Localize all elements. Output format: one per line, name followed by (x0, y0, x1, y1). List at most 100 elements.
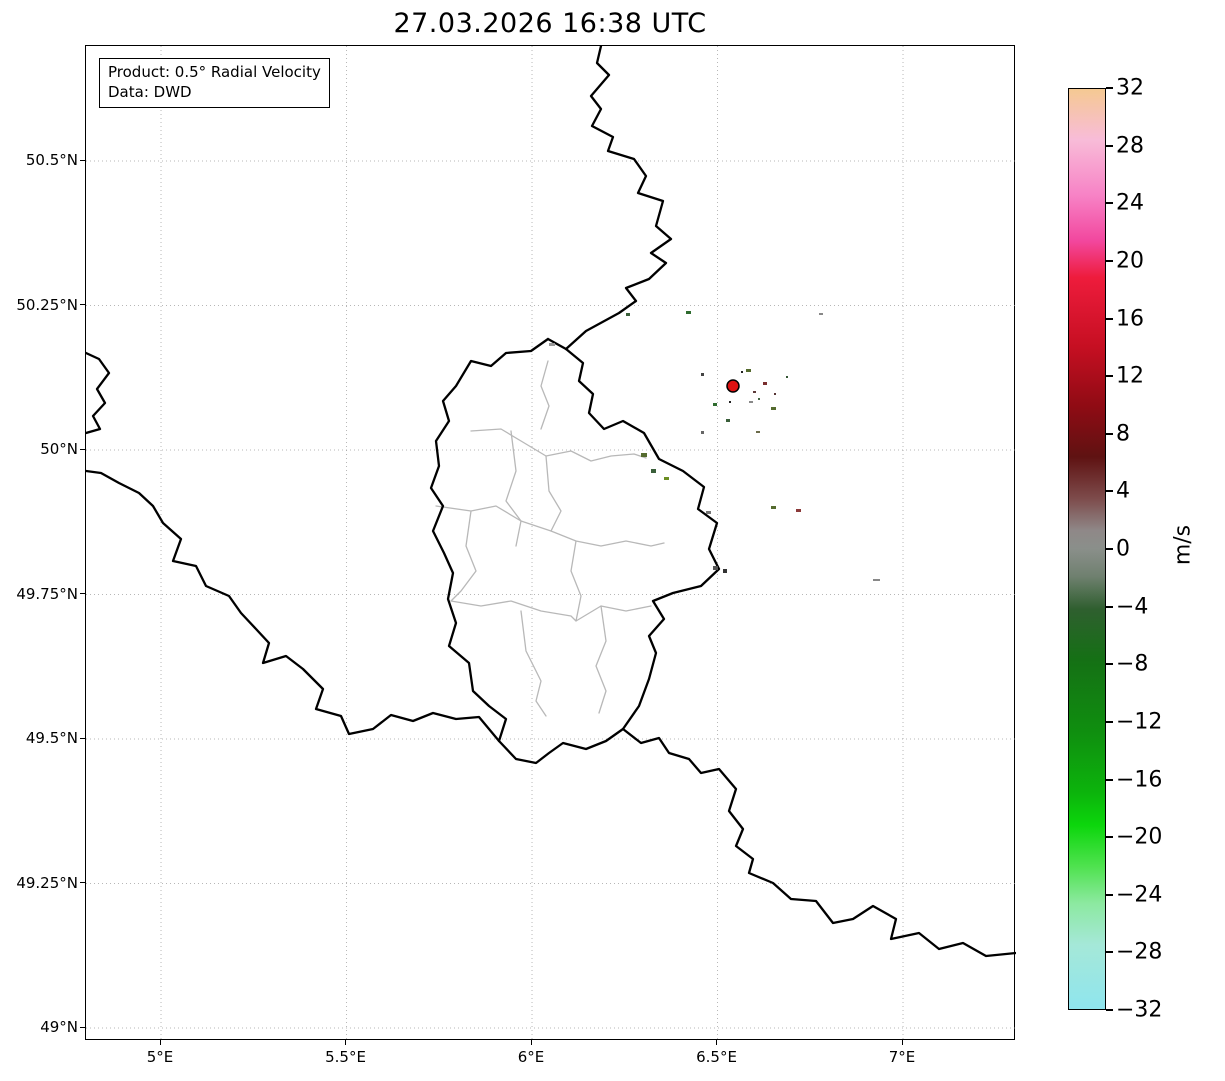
colorbar-tick-mark (1106, 893, 1113, 896)
y-tick-label: 49°N (40, 1018, 78, 1037)
x-tick-mark (716, 1040, 718, 1045)
velocity-echo (664, 477, 669, 480)
velocity-echo (626, 313, 630, 316)
velocity-echo (723, 569, 727, 573)
velocity-echo (706, 511, 711, 514)
product-label: Product: 0.5° Radial Velocity (108, 63, 321, 81)
map-border-line (621, 727, 1016, 958)
map-border-line (564, 46, 673, 351)
map-border-line (520, 610, 547, 717)
colorbar-tick-label: 28 (1116, 133, 1144, 159)
y-tick-label: 49.5°N (25, 729, 78, 748)
colorbar-tick-label: −12 (1116, 709, 1163, 735)
velocity-echo (713, 566, 718, 570)
velocity-echo (741, 371, 743, 373)
y-tick-mark (80, 448, 85, 450)
colorbar-tick-mark (1106, 836, 1113, 839)
colorbar-tick-label: 8 (1116, 421, 1130, 447)
colorbar-tick-mark (1106, 490, 1113, 493)
colorbar-tick-mark (1106, 778, 1113, 781)
velocity-echo (763, 382, 767, 385)
map-border-line (450, 510, 477, 602)
velocity-echo (726, 419, 730, 422)
velocity-echo (756, 431, 760, 433)
velocity-echo (796, 509, 801, 512)
x-tick-label: 6°E (517, 1048, 545, 1066)
velocity-echo (749, 401, 753, 403)
colorbar-tick-label: −4 (1116, 594, 1149, 620)
colorbar-tick-label: −32 (1116, 997, 1163, 1023)
map-border-line (86, 351, 111, 435)
velocity-echo (753, 391, 756, 393)
map-canvas (86, 46, 1016, 1041)
x-tick-label: 6.5°E (696, 1048, 737, 1066)
colorbar-tick-mark (1106, 317, 1113, 320)
colorbar-tick-mark (1106, 87, 1113, 89)
colorbar-tick-mark (1106, 951, 1113, 954)
data-source-label: Data: DWD (108, 83, 192, 102)
colorbar-tick-label: −28 (1116, 939, 1163, 965)
velocity-echo (771, 506, 776, 509)
map-border-line (540, 360, 550, 430)
velocity-echo (771, 407, 776, 410)
colorbar-unit-label: m/s (1170, 524, 1196, 566)
velocity-echo (549, 343, 555, 346)
chart-title: 27.03.2026 16:38 UTC (393, 8, 707, 39)
y-tick-label: 49.25°N (16, 873, 78, 892)
map-border-line (505, 430, 522, 547)
velocity-echo (746, 369, 751, 372)
map-border-line (595, 605, 607, 714)
map-border-line (470, 428, 647, 462)
colorbar-tick-mark (1106, 548, 1113, 550)
colorbar-tick-mark (1106, 1009, 1113, 1011)
map-border-line (86, 469, 501, 743)
colorbar-tick-label: 32 (1116, 75, 1144, 101)
product-info-box: Product: 0.5° Radial Velocity Data: DWD (99, 58, 330, 108)
y-tick-label: 50.5°N (25, 151, 78, 170)
map-plot-area: Product: 0.5° Radial Velocity Data: DWD (85, 45, 1016, 1041)
y-tick-mark (80, 882, 85, 884)
y-tick-label: 50°N (40, 440, 78, 459)
x-tick-label: 5.5°E (325, 1048, 366, 1066)
x-tick-label: 7°E (888, 1048, 916, 1066)
map-border-line (429, 337, 721, 765)
velocity-echo (651, 469, 656, 473)
x-tick-mark (901, 1040, 903, 1045)
velocity-echo (701, 373, 704, 376)
colorbar-tick-label: 24 (1116, 190, 1144, 216)
map-border-line (545, 455, 562, 532)
map-border-line (450, 600, 652, 622)
y-tick-mark (80, 1026, 85, 1028)
velocity-echo (713, 403, 717, 406)
colorbar-tick-label: −20 (1116, 824, 1163, 850)
colorbar-tick-label: −24 (1116, 882, 1163, 908)
y-tick-mark (80, 159, 85, 161)
y-tick-mark (80, 304, 85, 306)
velocity-echo (774, 393, 776, 395)
velocity-echo (819, 313, 823, 315)
map-border-line (570, 540, 582, 622)
colorbar-tick-label: 20 (1116, 248, 1144, 274)
colorbar-tick-mark (1106, 375, 1113, 378)
colorbar-tick-label: 0 (1116, 536, 1130, 562)
colorbar-tick-mark (1106, 663, 1113, 666)
x-tick-label: 5°E (146, 1048, 174, 1066)
colorbar-tick-label: −8 (1116, 651, 1149, 677)
x-tick-mark (159, 1040, 161, 1045)
colorbar-tick-label: 12 (1116, 363, 1144, 389)
x-tick-mark (345, 1040, 347, 1045)
radar-site-marker (726, 379, 740, 393)
velocity-echo (701, 431, 704, 434)
velocity-echo (786, 376, 788, 378)
velocity-echo (686, 311, 691, 314)
y-tick-label: 50.25°N (16, 295, 78, 314)
velocity-echo (729, 401, 731, 403)
colorbar-tick-mark (1106, 605, 1113, 608)
y-tick-mark (80, 737, 85, 739)
velocity-echo (758, 398, 760, 400)
colorbar-gradient (1068, 88, 1106, 1010)
colorbar-tick-mark (1106, 720, 1113, 723)
x-tick-mark (530, 1040, 532, 1045)
colorbar-tick-label: 4 (1116, 478, 1130, 504)
